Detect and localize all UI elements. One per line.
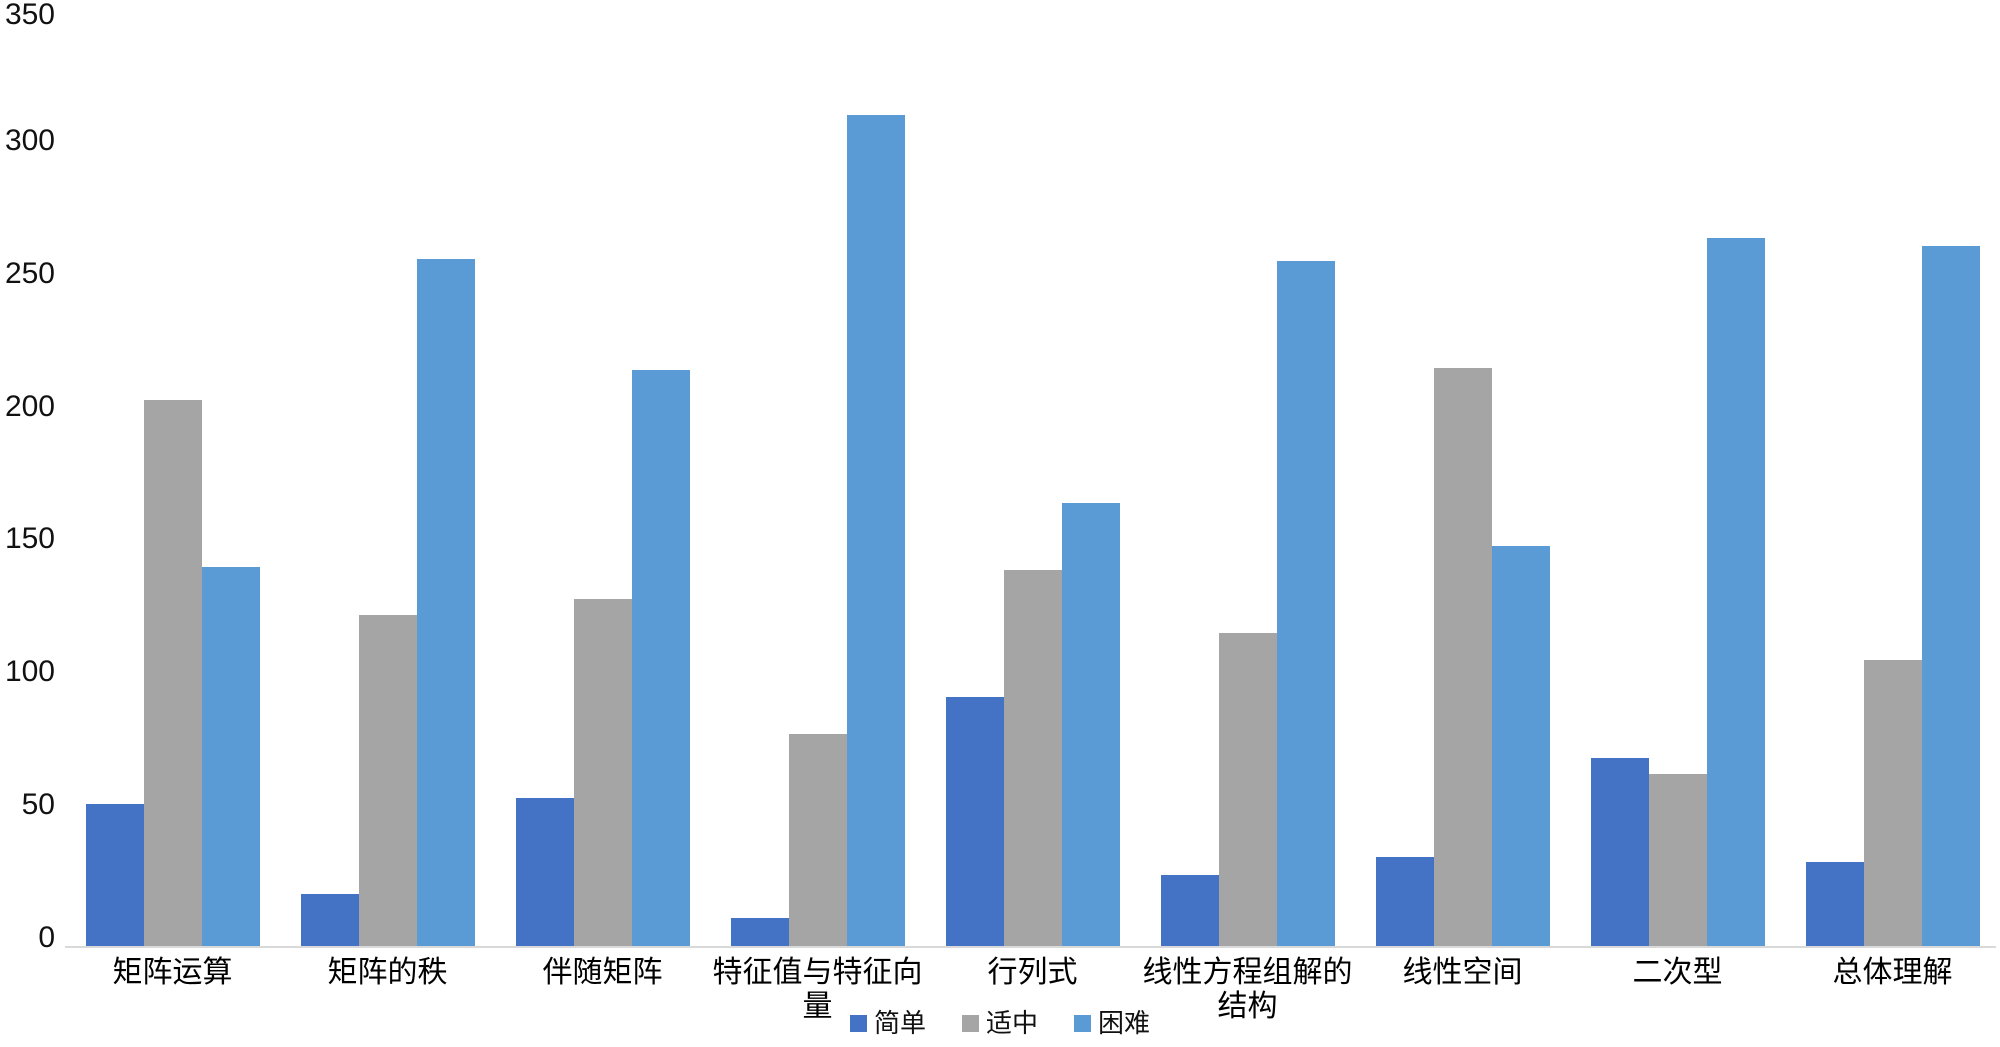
bar (730, 918, 789, 947)
y-tick-label: 0 (38, 921, 55, 954)
y-tick-label: 250 (4, 257, 55, 290)
bar (1863, 660, 1922, 947)
bar (573, 599, 632, 947)
bar (1648, 774, 1707, 947)
x-axis-label: 线性空间 (1355, 956, 1570, 1024)
x-axis-labels: 矩阵运算 矩阵的秩 伴随矩阵 特征值与特征向量 行列式 线性方程组解的结构 线性空间 二次型 总… (65, 956, 2000, 1024)
y-tick-label: 50 (21, 788, 55, 821)
x-axis-label: 二次型 (1570, 956, 1785, 1024)
x-axis-label-text: 特征值与特征向量 (712, 956, 923, 1023)
bar (143, 400, 202, 947)
x-axis-label-text: 线性方程组解的结构 (1142, 956, 1353, 1023)
bar (1433, 368, 1492, 947)
y-tick-label: 200 (4, 390, 55, 423)
bar (1590, 758, 1649, 947)
bar (1921, 246, 1980, 947)
bar (201, 567, 260, 947)
bar (631, 370, 690, 947)
x-axis-label-text: 行列式 (987, 956, 1078, 989)
x-axis-label: 行列式 (925, 956, 1140, 1024)
bar (1218, 633, 1277, 947)
x-axis-label-text: 二次型 (1632, 956, 1723, 989)
bar (1706, 238, 1765, 947)
plot-area (65, 17, 2000, 947)
x-axis-label-text: 总体理解 (1832, 956, 1953, 989)
bar-group (65, 17, 280, 947)
bar (300, 894, 359, 947)
bar-group (1355, 17, 1570, 947)
y-tick-label: 150 (4, 522, 55, 555)
bar (1805, 862, 1864, 947)
legend-item: 适中 (961, 1008, 1038, 1038)
legend: 简单 适中 困难 (0, 1008, 2000, 1038)
bar (1375, 857, 1434, 947)
legend-swatch-icon (961, 1014, 979, 1032)
bar (85, 804, 144, 947)
bar (1061, 503, 1120, 947)
x-axis-label: 总体理解 (1785, 956, 2000, 1024)
bar-group (495, 17, 710, 947)
legend-item: 困难 (1074, 1008, 1150, 1038)
y-tick-label: 350 (4, 0, 55, 31)
bar (1276, 261, 1335, 947)
x-axis-label-text: 矩阵的秩 (327, 956, 448, 989)
bar-group (925, 17, 1140, 947)
bar-group (710, 17, 925, 947)
x-axis-line (65, 946, 1996, 948)
x-axis-label-text: 矩阵运算 (112, 956, 233, 989)
bar (358, 615, 417, 947)
bar (945, 697, 1004, 947)
bar (1003, 570, 1062, 947)
x-axis-label: 伴随矩阵 (495, 956, 710, 1024)
y-tick-label: 300 (4, 124, 55, 157)
legend-swatch-icon (1074, 1014, 1091, 1032)
bar-group (1785, 17, 2000, 947)
x-axis-label: 特征值与特征向量 (710, 956, 925, 1024)
x-axis-label-text: 伴随矩阵 (542, 956, 663, 989)
x-axis-label-text: 线性空间 (1402, 956, 1523, 989)
x-axis-label: 矩阵运算 (65, 956, 280, 1024)
bar (515, 798, 574, 947)
legend-label: 适中 (985, 1008, 1038, 1038)
bar (1160, 875, 1219, 947)
legend-item: 简单 (849, 1008, 926, 1038)
bar (788, 734, 847, 947)
x-axis-label: 线性方程组解的结构 (1140, 956, 1355, 1024)
y-tick-label: 100 (4, 655, 55, 688)
legend-label: 困难 (1098, 1008, 1151, 1038)
legend-swatch-icon (849, 1014, 867, 1032)
bar (1491, 546, 1550, 947)
legend-label: 简单 (873, 1008, 926, 1038)
bar (846, 115, 905, 947)
bar-group (280, 17, 495, 947)
bar-group (1140, 17, 1355, 947)
bar (416, 259, 475, 947)
bar-group (1570, 17, 1785, 947)
x-axis-label: 矩阵的秩 (280, 956, 495, 1024)
